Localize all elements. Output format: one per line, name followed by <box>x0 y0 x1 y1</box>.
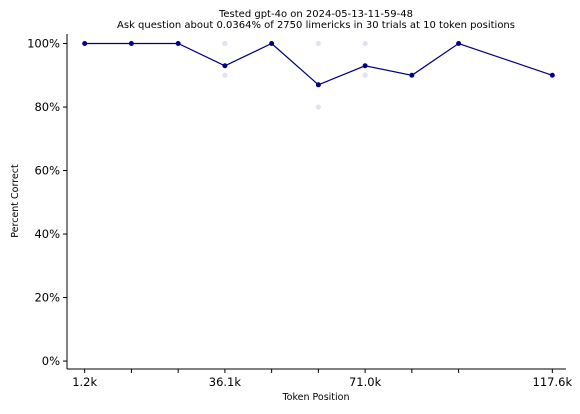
data-point <box>175 41 181 47</box>
data-point <box>549 72 555 78</box>
trial-point <box>315 104 321 110</box>
chart-subtitle: Ask question about 0.0364% of 2750 limer… <box>117 20 515 31</box>
x-tick-label: 117.6k <box>533 375 573 389</box>
x-tick-label: 1.2k <box>72 375 97 389</box>
trial-point <box>315 40 321 47</box>
x-tick-label: 36.1k <box>209 375 242 389</box>
series-path <box>84 42 553 86</box>
data-point <box>362 63 368 69</box>
data-point <box>269 41 275 47</box>
chart-title: Tested gpt-4o on 2024-05-13-11-59-48 <box>218 9 413 20</box>
y-tick-label: 20% <box>34 291 60 305</box>
trial-points <box>222 40 368 110</box>
data-point <box>128 41 134 47</box>
axes: 0% 20% 40% 60% 80% 100% 1.2k 36.1k 71.0k 117.6k <box>27 34 572 389</box>
data-point <box>409 72 415 78</box>
trial-point <box>362 40 368 47</box>
y-tick-label: 80% <box>34 100 60 114</box>
y-tick-label: 0% <box>42 354 60 368</box>
y-tick-label: 40% <box>34 227 60 241</box>
trial-point <box>222 72 228 78</box>
y-tick-label: 60% <box>34 164 60 178</box>
y-tick-label: 100% <box>27 37 60 51</box>
data-point <box>222 63 228 69</box>
series-line <box>84 42 553 86</box>
x-axis-label: Token Position <box>281 392 349 403</box>
series-points <box>82 41 555 88</box>
y-axis-label: Percent Correct <box>10 164 21 238</box>
trial-point <box>362 72 368 78</box>
x-tick-label: 71.0k <box>349 375 382 389</box>
trial-point <box>222 40 228 47</box>
data-point <box>82 41 88 47</box>
data-point <box>315 82 321 88</box>
data-point <box>456 41 462 47</box>
